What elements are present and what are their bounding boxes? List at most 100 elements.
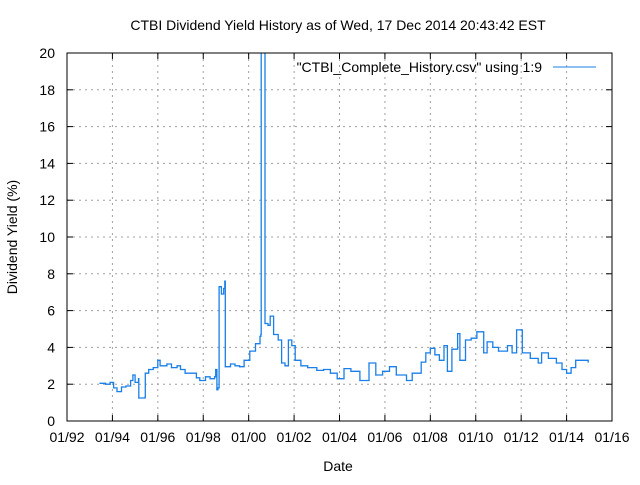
data-point	[170, 367, 173, 369]
data-point	[224, 280, 226, 282]
x-tick-label: 01/10	[458, 429, 493, 445]
data-point	[224, 366, 226, 368]
y-tick-label: 14	[39, 155, 55, 171]
data-point	[446, 370, 448, 372]
data-point	[443, 344, 445, 347]
data-point	[184, 372, 186, 374]
data-point	[214, 376, 216, 378]
data-point	[269, 315, 271, 317]
y-tick-label: 10	[39, 229, 55, 245]
x-axis: 01/92 01/94 01/96 01/98 01/00 01/02 01/04 01/06…	[49, 53, 630, 445]
data-point	[291, 344, 293, 347]
data-point	[575, 359, 577, 361]
y-axis-label: Dividend Yield (%)	[4, 180, 20, 294]
data-point	[259, 335, 261, 337]
data-point	[434, 354, 436, 356]
data-point	[264, 322, 266, 325]
x-tick-label: 01/02	[277, 429, 312, 445]
data-point	[368, 362, 370, 364]
data-point	[307, 367, 309, 369]
data-point	[234, 365, 236, 367]
data-point	[316, 369, 318, 371]
data-point	[336, 378, 338, 380]
series-line	[99, 53, 589, 399]
x-tick-label: 01/06	[367, 429, 402, 445]
data-point	[405, 379, 408, 382]
data-point	[329, 372, 332, 374]
data-point	[129, 379, 132, 382]
x-tick-label: 01/92	[49, 429, 84, 445]
data-point	[451, 348, 453, 350]
data-point	[148, 368, 150, 371]
data-point	[238, 366, 241, 368]
data-point	[179, 368, 182, 371]
data-point	[456, 333, 459, 335]
data-point	[134, 381, 136, 383]
data-point	[343, 367, 345, 370]
y-tick-label: 2	[47, 376, 55, 392]
data-point	[199, 379, 201, 382]
data-point	[429, 347, 431, 349]
y-tick-label: 16	[39, 119, 55, 135]
data-point	[223, 287, 225, 290]
grid	[67, 53, 612, 421]
data-point	[411, 372, 413, 374]
data-point	[506, 344, 509, 347]
data-point	[280, 362, 283, 364]
data-point	[359, 379, 361, 382]
data-point	[547, 357, 550, 360]
data-point	[159, 365, 161, 367]
legend-label: "CTBI_Complete_History.csv" using 1:9	[297, 59, 543, 75]
data-point	[483, 352, 485, 354]
data-point	[204, 376, 207, 378]
data-point	[152, 367, 154, 369]
data-point	[137, 378, 140, 380]
data-point	[254, 343, 257, 345]
data-point	[516, 329, 518, 331]
data-point	[486, 341, 488, 343]
data-point	[218, 286, 220, 288]
data-point	[120, 386, 123, 388]
data-point	[166, 363, 168, 365]
data-point	[132, 374, 134, 376]
x-tick-label: 01/98	[186, 429, 221, 445]
data-point	[273, 333, 275, 336]
data-point	[243, 359, 245, 361]
data-point	[277, 339, 279, 341]
data-point	[541, 352, 543, 354]
data-point	[511, 352, 513, 354]
chart-title: CTBI Dividend Yield History as of Wed, 1…	[130, 17, 546, 33]
data-point	[555, 362, 557, 364]
y-tick-label: 20	[39, 45, 55, 61]
y-tick-label: 8	[47, 266, 55, 282]
data-point	[565, 372, 568, 374]
data-point	[476, 331, 478, 333]
x-tick-label: 01/16	[594, 429, 629, 445]
data-point	[138, 397, 140, 399]
data-point	[215, 368, 217, 371]
data-point	[375, 374, 377, 376]
data-point	[587, 361, 589, 363]
x-tick-label: 01/08	[413, 429, 448, 445]
data-point	[581, 359, 584, 361]
y-tick-label: 4	[47, 339, 55, 355]
x-tick-label: 01/94	[95, 429, 130, 445]
x-tick-label: 01/14	[549, 429, 584, 445]
data-point	[537, 362, 539, 364]
data-point	[388, 366, 391, 368]
data-point	[521, 352, 523, 354]
x-axis-label: Date	[323, 458, 353, 474]
data-point	[300, 365, 302, 367]
y-tick-label: 12	[39, 192, 55, 208]
data-point	[323, 368, 325, 371]
data-point	[284, 365, 286, 367]
x-tick-label: 01/00	[231, 429, 266, 445]
data-point	[464, 339, 467, 341]
data-point	[570, 367, 572, 369]
data-point	[420, 361, 422, 363]
data-point	[350, 370, 352, 372]
x-tick-label: 01/12	[504, 429, 539, 445]
y-tick-label: 18	[39, 82, 55, 98]
data-point	[529, 357, 531, 360]
